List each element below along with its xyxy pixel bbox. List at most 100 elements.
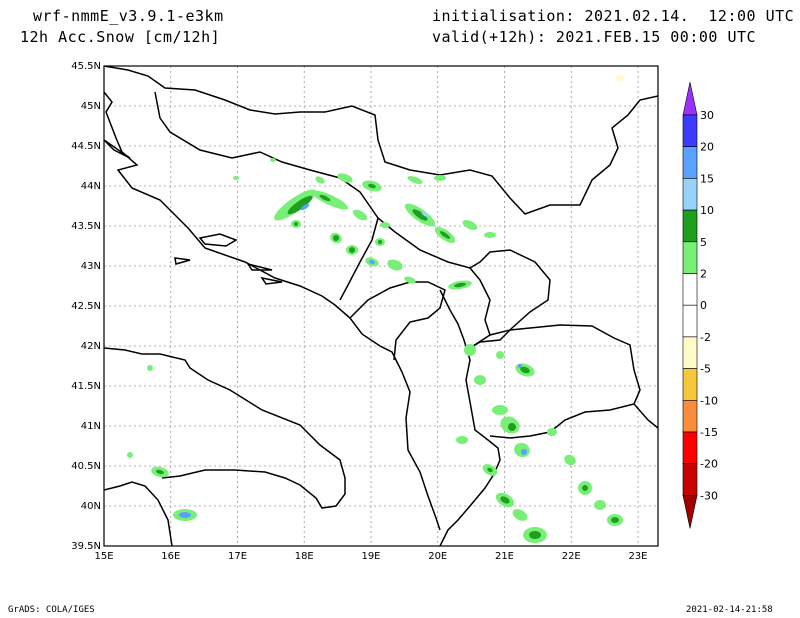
snow-patch	[387, 259, 403, 271]
colorbar-label: -30	[700, 489, 718, 502]
snow-patch	[333, 235, 339, 241]
colorbar-swatch	[682, 114, 698, 148]
snow-patch	[529, 531, 541, 539]
lon-tick-label: 17E	[228, 551, 247, 562]
lon-tick-label: 15E	[94, 551, 113, 562]
snow-patch	[616, 75, 624, 81]
snow-patch	[520, 366, 530, 374]
snow-patch	[270, 158, 276, 162]
snow-patch	[484, 232, 496, 238]
colorbar-label: -2	[700, 331, 711, 344]
colorbar-swatch	[682, 146, 698, 179]
colorbar-swatch	[682, 336, 698, 369]
snow-patch	[127, 452, 133, 458]
colorbar-swatch	[682, 273, 698, 306]
snow-patch	[300, 203, 310, 211]
italy-heel-coast	[104, 347, 346, 509]
snow-patch	[594, 500, 606, 510]
colorbar-label: -10	[700, 394, 718, 407]
lon-tick-label: 16E	[161, 551, 180, 562]
snow-patch	[369, 259, 375, 265]
colorbar-swatch	[682, 368, 698, 401]
lon-tick-label: 23E	[628, 551, 647, 562]
snow-patch	[464, 344, 476, 356]
colorbar-label: 2	[700, 268, 707, 281]
field-title: 12h Acc.Snow [cm/12h]	[20, 28, 221, 46]
init-time: initialisation: 2021.02.14. 12:00 UTC	[432, 7, 795, 25]
island-3	[260, 276, 283, 285]
snow-patch	[521, 449, 527, 455]
snow-patch	[349, 247, 355, 253]
snow-patch	[319, 194, 331, 202]
lat-tick-label: 41N	[81, 421, 101, 432]
albania-border	[439, 289, 501, 546]
snow-patch	[512, 509, 528, 521]
lat-tick-label: 40N	[81, 501, 101, 512]
lat-tick-label: 40.5N	[71, 461, 101, 472]
lat-tick-label: 39.5N	[71, 541, 101, 552]
island-2	[174, 257, 191, 265]
snow-patch	[233, 176, 239, 180]
lat-tick-label: 42.5N	[71, 301, 101, 312]
snow-patch	[434, 175, 446, 181]
colorbar-label: 10	[700, 204, 714, 217]
lat-tick-label: 43.5N	[71, 221, 101, 232]
lat-tick-label: 44.5N	[71, 141, 101, 152]
model-title: wrf-nmmE_v3.9.1-e3km	[33, 7, 224, 25]
lat-tick-label: 43N	[81, 261, 101, 272]
croatia-border	[104, 66, 658, 215]
snow-field	[127, 75, 624, 543]
colorbar-swatch	[682, 178, 698, 211]
bosnia-border	[154, 91, 379, 301]
snow-patch	[611, 517, 619, 523]
adriatic-east-coast	[104, 91, 441, 531]
lon-tick-label: 21E	[495, 551, 514, 562]
lat-tick-label: 45N	[81, 101, 101, 112]
snow-patch	[564, 454, 576, 466]
map-frame	[103, 65, 659, 547]
snow-patch	[487, 467, 493, 473]
snow-patch	[518, 364, 522, 368]
island-5	[104, 139, 131, 159]
lat-axis: 45.5N 45N 44.5N 44N 43.5N 43N 42.5N 42N 41.5N 41N…	[71, 61, 101, 552]
colorbar-label: -20	[700, 458, 718, 471]
gridlines	[104, 66, 658, 546]
coastlines	[104, 66, 658, 546]
colorbar-label: -5	[700, 363, 711, 376]
colorbar-top-arrow	[682, 81, 698, 116]
colorbar-swatch	[682, 463, 698, 496]
snow-patch	[462, 220, 478, 230]
greece-border	[633, 403, 658, 429]
lat-tick-label: 41.5N	[71, 381, 101, 392]
macedonia-border	[469, 324, 641, 439]
snow-patch	[407, 176, 423, 184]
montenegro-border	[349, 281, 446, 361]
snow-patch	[147, 365, 153, 371]
snow-patch	[582, 485, 588, 491]
kosovo-border	[469, 267, 491, 336]
colorbar-label: 15	[700, 172, 714, 185]
footer-timestamp: 2021-02-14-21:58	[686, 605, 773, 615]
snow-patch	[421, 211, 429, 217]
snow-patch	[315, 176, 325, 184]
snow-patch	[380, 222, 390, 228]
snow-patch	[179, 512, 191, 518]
snow-patch	[474, 375, 486, 385]
serbia-border	[377, 217, 551, 349]
snow-patch	[496, 351, 504, 359]
snow-patch	[412, 209, 428, 221]
snow-patch	[287, 195, 313, 215]
colorbar-label: 5	[700, 236, 707, 249]
snow-patch	[368, 183, 376, 189]
colorbar-swatch	[682, 399, 698, 433]
snow-patch	[508, 423, 516, 431]
colorbar-swatch	[682, 431, 698, 465]
lat-tick-label: 42N	[81, 341, 101, 352]
colorbar-swatch	[682, 241, 698, 274]
colorbar-bottom-arrow	[682, 495, 698, 529]
lon-tick-label: 19E	[361, 551, 380, 562]
colorbar-label: -15	[700, 426, 718, 439]
lat-tick-label: 44N	[81, 181, 101, 192]
